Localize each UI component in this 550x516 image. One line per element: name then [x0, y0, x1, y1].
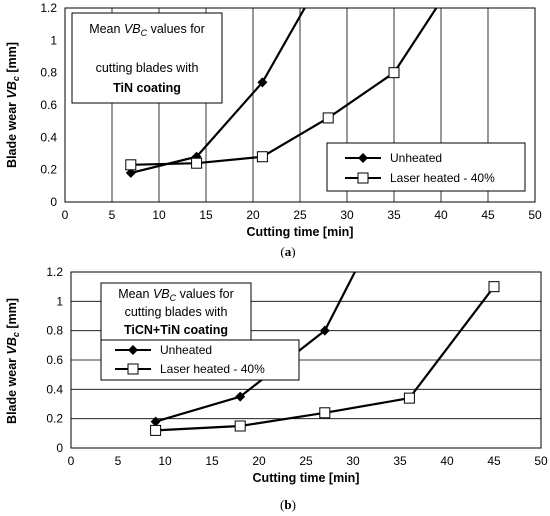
x-tick-label: 40 [440, 454, 454, 468]
legend-entry-laser-b: Laser heated - 40% [160, 362, 265, 376]
x-tick-label: 20 [246, 208, 260, 222]
grid-lines-b [71, 300, 541, 420]
data-point-unheated [125, 167, 136, 178]
x-tick-label: 25 [299, 454, 313, 468]
data-point-laser [403, 392, 415, 404]
annotation-line3-b: TiCN+TiN coating [124, 323, 228, 337]
x-tick-label: 30 [340, 208, 354, 222]
y-tick-label: 0 [56, 441, 63, 455]
data-point-unheated [319, 325, 330, 336]
x-tick-label: 20 [252, 454, 266, 468]
data-point-laser [256, 151, 268, 163]
y-axis-label-var-b: VB [5, 337, 19, 354]
x-axis-label-a: Cutting time [min] [247, 225, 354, 239]
annotation-line2-b: cutting blades with [125, 305, 228, 319]
x-tick-label: 15 [205, 454, 219, 468]
annotation-line1-a: Mean VBC values for [89, 22, 205, 38]
y-tick-label: 0 [50, 195, 57, 209]
x-tick-label: 50 [528, 208, 542, 222]
x-tick-label: 35 [393, 454, 407, 468]
y-tick-label: 1 [56, 294, 63, 308]
y-axis-label-suffix-b: [mm] [5, 298, 19, 332]
y-tick-label: 1 [50, 33, 57, 47]
legend-a: Unheated Laser heated - 40% [326, 142, 526, 192]
x-tick-label: 35 [387, 208, 401, 222]
legend-entry-unheated-b: Unheated [160, 343, 212, 357]
annotation-box-b: Mean VBC values for cutting blades with … [100, 282, 252, 342]
data-point-laser [388, 67, 400, 79]
y-axis-label-sub-b: c [11, 332, 21, 337]
y-axis-label-prefix-a: Blade wear [5, 98, 19, 167]
data-point-laser [234, 420, 246, 432]
data-point-laser [125, 159, 137, 171]
x-tick-label: 5 [109, 208, 116, 222]
data-point-laser [322, 112, 334, 124]
series-line-laser [130, 8, 438, 166]
x-tick-label: 10 [158, 454, 172, 468]
chart-a: 0 0.2 0.4 0.6 0.8 1 1.2 0 5 10 15 20 25 30 35 40 45 50 B… [5, 1, 542, 258]
legend-marker-square-b [127, 363, 139, 375]
legend-marker-square-a [357, 172, 369, 184]
x-tick-label: 30 [346, 454, 360, 468]
x-tick-label: 45 [487, 454, 501, 468]
x-tick-label: 40 [434, 208, 448, 222]
x-tick-label: 10 [152, 208, 166, 222]
y-tick-label: 0.6 [46, 353, 63, 367]
caption-a: (a) [280, 244, 295, 258]
y-tick-labels-a: 0 0.2 0.4 0.6 0.8 1 1.2 [40, 1, 57, 209]
y-tick-label: 1.2 [46, 265, 63, 279]
y-axis-label-sub-a: c [11, 76, 21, 81]
data-point-laser [150, 424, 162, 436]
annotation-line3-a: TiN coating [113, 81, 181, 95]
x-tick-label: 5 [115, 454, 122, 468]
annotation-line2-a: cutting blades with [96, 61, 199, 75]
y-tick-label: 0.6 [40, 98, 57, 112]
x-tick-label: 25 [293, 208, 307, 222]
x-axis-label-b: Cutting time [min] [253, 471, 360, 485]
x-tick-label: 0 [68, 454, 75, 468]
x-tick-labels-b: 0 5 10 15 20 25 30 35 40 45 50 [68, 454, 548, 468]
y-axis-label-b: Blade wear VBc [mm] [5, 298, 21, 424]
y-axis-label-prefix-b: Blade wear [5, 354, 19, 423]
y-tick-label: 0.8 [46, 324, 63, 338]
y-tick-label: 0.2 [46, 412, 63, 426]
series-a [125, 8, 438, 178]
y-tick-label: 0.4 [40, 130, 57, 144]
x-tick-label: 0 [62, 208, 69, 222]
caption-b: (b) [280, 497, 296, 512]
y-tick-label: 0.2 [40, 163, 57, 177]
data-point-unheated [235, 391, 246, 402]
annotation-box-a: Mean VBC values for cutting blades with … [71, 12, 223, 104]
legend-marker-diamond-a [358, 153, 368, 163]
y-tick-labels-b: 0 0.2 0.4 0.6 0.8 1 1.2 [46, 265, 63, 455]
y-tick-label: 1.2 [40, 1, 57, 15]
x-tick-labels-a: 0 5 10 15 20 25 30 35 40 45 50 [62, 208, 542, 222]
data-point-laser [191, 157, 203, 169]
legend-entry-laser-a: Laser heated - 40% [390, 171, 495, 185]
data-point-unheated [150, 416, 161, 427]
y-tick-label: 0.8 [40, 66, 57, 80]
annotation-line1-b: Mean VBC values for [118, 287, 234, 303]
data-point-unheated [257, 77, 268, 88]
legend-entry-unheated-a: Unheated [390, 151, 442, 165]
x-tick-label: 45 [481, 208, 495, 222]
legend-b: Unheated Laser heated - 40% [100, 339, 300, 381]
plot-frame-a [64, 7, 536, 203]
y-axis-label-suffix-a: [mm] [5, 42, 19, 76]
x-tick-label: 50 [534, 454, 548, 468]
data-point-laser [488, 281, 500, 293]
plot-frame-b [70, 271, 542, 449]
y-tick-label: 0.4 [46, 382, 63, 396]
x-tick-label: 15 [199, 208, 213, 222]
y-axis-label-var-a: VB [5, 81, 19, 98]
data-point-laser [319, 407, 331, 419]
chart-b: 0 0.2 0.4 0.6 0.8 1 1.2 0 5 10 15 20 25 30 35 40 45 50 B… [5, 265, 548, 512]
y-axis-label-a: Blade wear VBc [mm] [5, 42, 21, 168]
legend-marker-diamond-b [128, 345, 138, 355]
